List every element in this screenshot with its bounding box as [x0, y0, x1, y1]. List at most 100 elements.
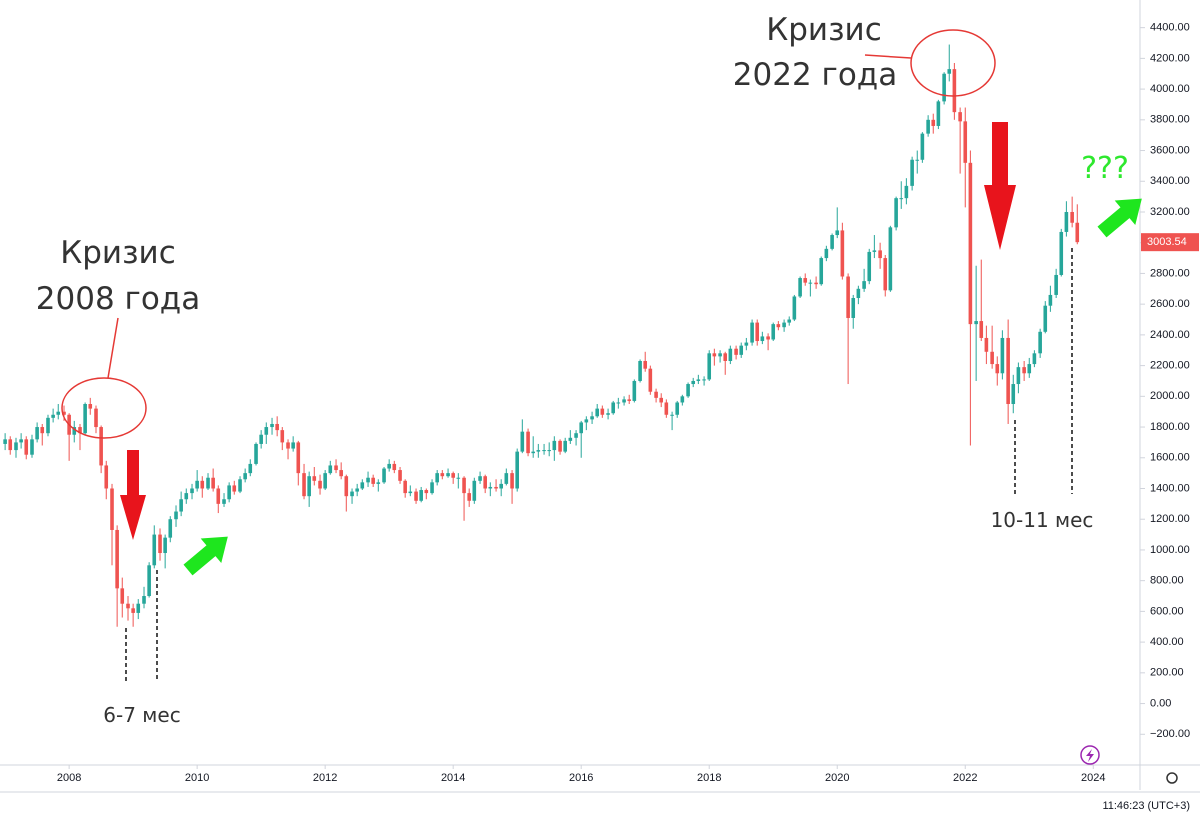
candle-body [536, 450, 541, 452]
candle-body [904, 185, 909, 199]
candle-body [451, 473, 455, 478]
candle-body [382, 468, 386, 483]
dashed-markers [125, 248, 1073, 682]
candle-body [942, 73, 946, 102]
candle-body [712, 353, 717, 357]
candle-body [275, 423, 279, 431]
candle-body [835, 230, 840, 236]
candle-body [584, 419, 589, 423]
candle-body [760, 336, 765, 342]
candle-body [979, 321, 984, 338]
candle-body [179, 499, 183, 512]
candle-body [488, 486, 493, 489]
candle-body [163, 537, 167, 554]
candle-body [216, 488, 221, 504]
candle-body [1038, 331, 1042, 354]
candle-body [211, 477, 215, 489]
candle-body [718, 353, 722, 357]
candle-body [792, 296, 797, 320]
candle-body [51, 414, 55, 418]
candle-body [531, 451, 535, 454]
candle-body [776, 324, 781, 328]
annotations: Кризис 2008 года 6-7 мес Кризис 2022 год… [36, 12, 1142, 727]
x-tick-label: 2024 [1081, 772, 1105, 784]
candle-body [307, 476, 311, 497]
candle-body [728, 348, 733, 361]
candle-body [408, 491, 413, 494]
annotation: Кризис [60, 235, 176, 271]
candle-body [158, 534, 162, 554]
candle-body [824, 248, 829, 259]
y-tick-label: 0.00 [1150, 697, 1171, 709]
candle-body [910, 159, 914, 186]
candle-body [1059, 231, 1064, 275]
candle-body [120, 588, 125, 604]
annotation: 6-7 мес [103, 703, 180, 727]
candle-body [126, 603, 130, 609]
candle-body [659, 397, 664, 403]
circle-2022 [910, 29, 996, 97]
candle-body [510, 473, 514, 489]
y-tick-label: 1800.00 [1150, 421, 1190, 433]
candle-body [643, 360, 648, 369]
candle-body [424, 490, 429, 494]
candle-body [88, 404, 93, 409]
candle-body [888, 227, 893, 291]
candle-body [664, 402, 669, 415]
x-tick-label: 2020 [825, 772, 849, 784]
y-tick-label: 1200.00 [1150, 513, 1190, 525]
candle-body [627, 399, 632, 401]
candle-body [680, 396, 685, 403]
candle-body [334, 465, 338, 471]
candle-body [787, 319, 792, 323]
candle-body [899, 198, 904, 200]
candle-body [296, 442, 301, 474]
candle-body [280, 430, 285, 443]
candle-body [462, 477, 466, 494]
candle-body [302, 473, 306, 497]
price-label: 3003.54 [1147, 236, 1187, 248]
y-tick-label: 3200.00 [1150, 206, 1190, 218]
candle-body [846, 276, 850, 318]
candle-body [238, 479, 242, 492]
candle-body [184, 493, 189, 500]
candle-body [1011, 384, 1016, 405]
x-tick-label: 2012 [313, 772, 337, 784]
candle-body [99, 427, 103, 466]
candle-body [435, 473, 439, 483]
candle-body [867, 251, 872, 282]
candle-body [707, 353, 712, 380]
candle-body [499, 483, 503, 489]
candle-body [590, 416, 594, 420]
plot-area [3, 44, 1080, 627]
candle-body [398, 470, 402, 481]
y-tick-label: 600.00 [1150, 605, 1184, 617]
candle-body [248, 463, 253, 474]
candle-body [830, 235, 834, 249]
candle-body [574, 433, 578, 438]
candle-body [558, 440, 562, 452]
candle-body [174, 511, 178, 520]
candle-body [696, 379, 701, 381]
candle-body [984, 337, 989, 352]
candle-body [814, 282, 818, 285]
candle-body [926, 119, 930, 134]
candle-body [403, 480, 407, 494]
candle-body [222, 499, 226, 504]
settings-icon[interactable] [1166, 772, 1178, 784]
candle-body [414, 491, 418, 501]
candle-body [1022, 367, 1026, 374]
y-tick-label: 3600.00 [1150, 144, 1190, 156]
candle-body [563, 440, 567, 452]
candle-body [579, 422, 584, 434]
candle-body [798, 278, 802, 297]
candle-body [1048, 294, 1053, 306]
candle-body [974, 321, 978, 325]
candle-body [606, 413, 610, 415]
y-tick-label: 4400.00 [1150, 22, 1190, 34]
candle-body [1027, 364, 1032, 374]
candle-body [104, 465, 109, 489]
candle-body [1054, 274, 1058, 295]
alert-icon[interactable] [1080, 745, 1100, 765]
